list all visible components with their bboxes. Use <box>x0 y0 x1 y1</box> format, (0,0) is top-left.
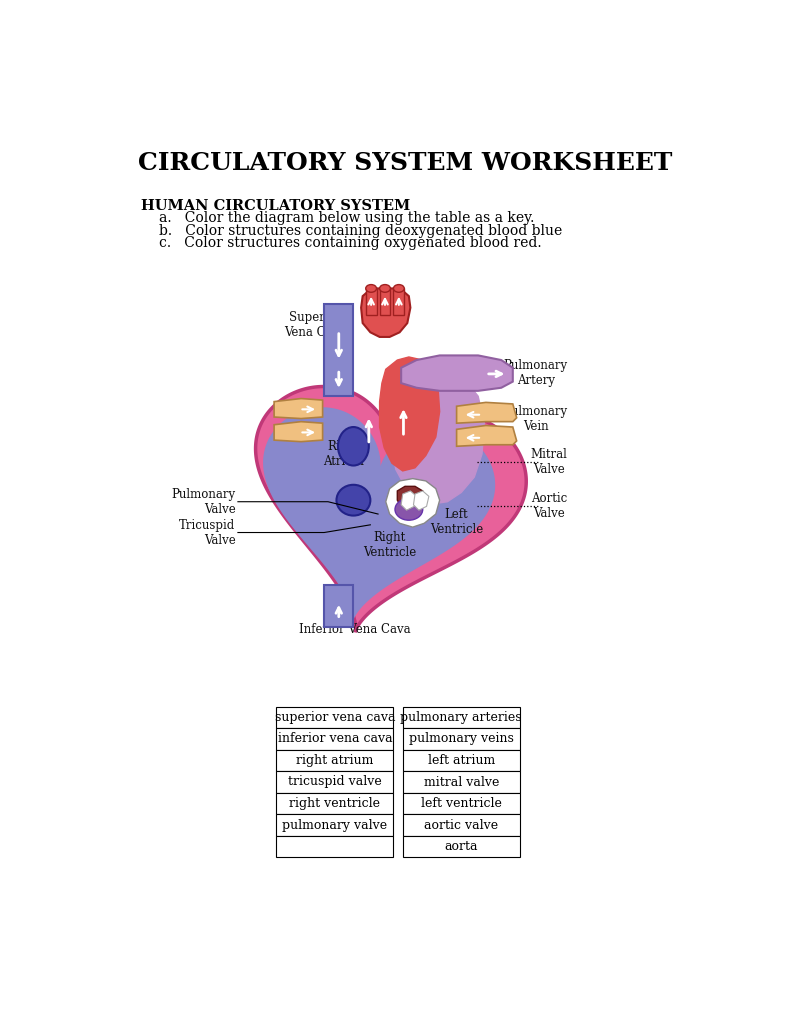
Polygon shape <box>456 402 517 423</box>
Polygon shape <box>361 289 411 337</box>
Text: left ventricle: left ventricle <box>421 797 501 810</box>
Bar <box>276 793 393 814</box>
Text: Pulmonary
Artery: Pulmonary Artery <box>504 359 568 387</box>
Ellipse shape <box>338 427 369 466</box>
Bar <box>276 771 393 793</box>
Text: Aorta: Aorta <box>368 352 403 365</box>
Polygon shape <box>392 366 484 504</box>
Text: a.   Color the diagram below using the table as a key.: a. Color the diagram below using the tab… <box>159 211 534 225</box>
Bar <box>403 836 520 857</box>
Text: aortic valve: aortic valve <box>424 818 498 831</box>
Bar <box>276 750 393 771</box>
Ellipse shape <box>380 285 391 292</box>
Bar <box>276 836 393 857</box>
Ellipse shape <box>395 499 422 520</box>
Text: mitral valve: mitral valve <box>423 775 499 788</box>
Text: c.   Color structures containing oxygenated blood red.: c. Color structures containing oxygenate… <box>159 236 541 250</box>
Bar <box>276 814 393 836</box>
Polygon shape <box>401 355 513 391</box>
Bar <box>403 750 520 771</box>
Polygon shape <box>414 490 429 510</box>
Polygon shape <box>274 398 323 419</box>
Ellipse shape <box>365 285 377 292</box>
Text: Aortic
Valve: Aortic Valve <box>531 493 567 520</box>
Bar <box>380 289 391 315</box>
Bar <box>276 707 393 728</box>
Text: inferior vena cava: inferior vena cava <box>278 732 392 745</box>
Text: Inferior Vena Cava: Inferior Vena Cava <box>299 623 411 636</box>
Bar <box>324 304 354 396</box>
Text: Tricuspid
Valve: Tricuspid Valve <box>180 518 236 547</box>
Polygon shape <box>397 486 426 514</box>
Bar <box>403 707 520 728</box>
Bar <box>403 728 520 750</box>
Text: right atrium: right atrium <box>297 754 373 767</box>
Polygon shape <box>255 386 526 631</box>
Text: Right
Atrium: Right Atrium <box>323 440 364 468</box>
Text: right ventricle: right ventricle <box>290 797 380 810</box>
Polygon shape <box>386 478 440 527</box>
Text: Right
Ventricle: Right Ventricle <box>363 530 416 559</box>
Text: b.   Color structures containing deoxygenated blood blue: b. Color structures containing deoxygena… <box>159 223 562 238</box>
Bar <box>276 728 393 750</box>
Polygon shape <box>401 490 417 510</box>
Bar <box>403 771 520 793</box>
Text: tricuspid valve: tricuspid valve <box>288 775 382 788</box>
Text: Left
Atrium: Left Atrium <box>421 423 462 451</box>
Ellipse shape <box>336 484 370 515</box>
Text: Mitral
Valve: Mitral Valve <box>531 447 567 476</box>
Text: Pulmonary
Vein: Pulmonary Vein <box>504 406 568 433</box>
Bar <box>365 289 377 315</box>
Ellipse shape <box>393 285 404 292</box>
Bar <box>393 289 404 315</box>
Bar <box>403 793 520 814</box>
Text: aorta: aorta <box>445 840 478 853</box>
Polygon shape <box>380 357 440 471</box>
Text: pulmonary arteries: pulmonary arteries <box>400 711 522 724</box>
Text: Pulmonary
Valve: Pulmonary Valve <box>172 487 236 516</box>
Text: pulmonary veins: pulmonary veins <box>409 732 513 745</box>
Text: left atrium: left atrium <box>428 754 495 767</box>
Polygon shape <box>274 422 323 441</box>
Text: superior vena cava: superior vena cava <box>274 711 396 724</box>
Text: Superior
Vena Cava: Superior Vena Cava <box>285 310 346 339</box>
Text: CIRCULATORY SYSTEM WORKSHEET: CIRCULATORY SYSTEM WORKSHEET <box>138 151 672 175</box>
Polygon shape <box>456 426 517 446</box>
Text: Left
Ventricle: Left Ventricle <box>430 508 483 536</box>
Text: pulmonary valve: pulmonary valve <box>282 818 388 831</box>
Text: HUMAN CIRCULATORY SYSTEM: HUMAN CIRCULATORY SYSTEM <box>141 199 411 213</box>
Bar <box>403 814 520 836</box>
Polygon shape <box>263 408 495 621</box>
Bar <box>324 585 354 628</box>
